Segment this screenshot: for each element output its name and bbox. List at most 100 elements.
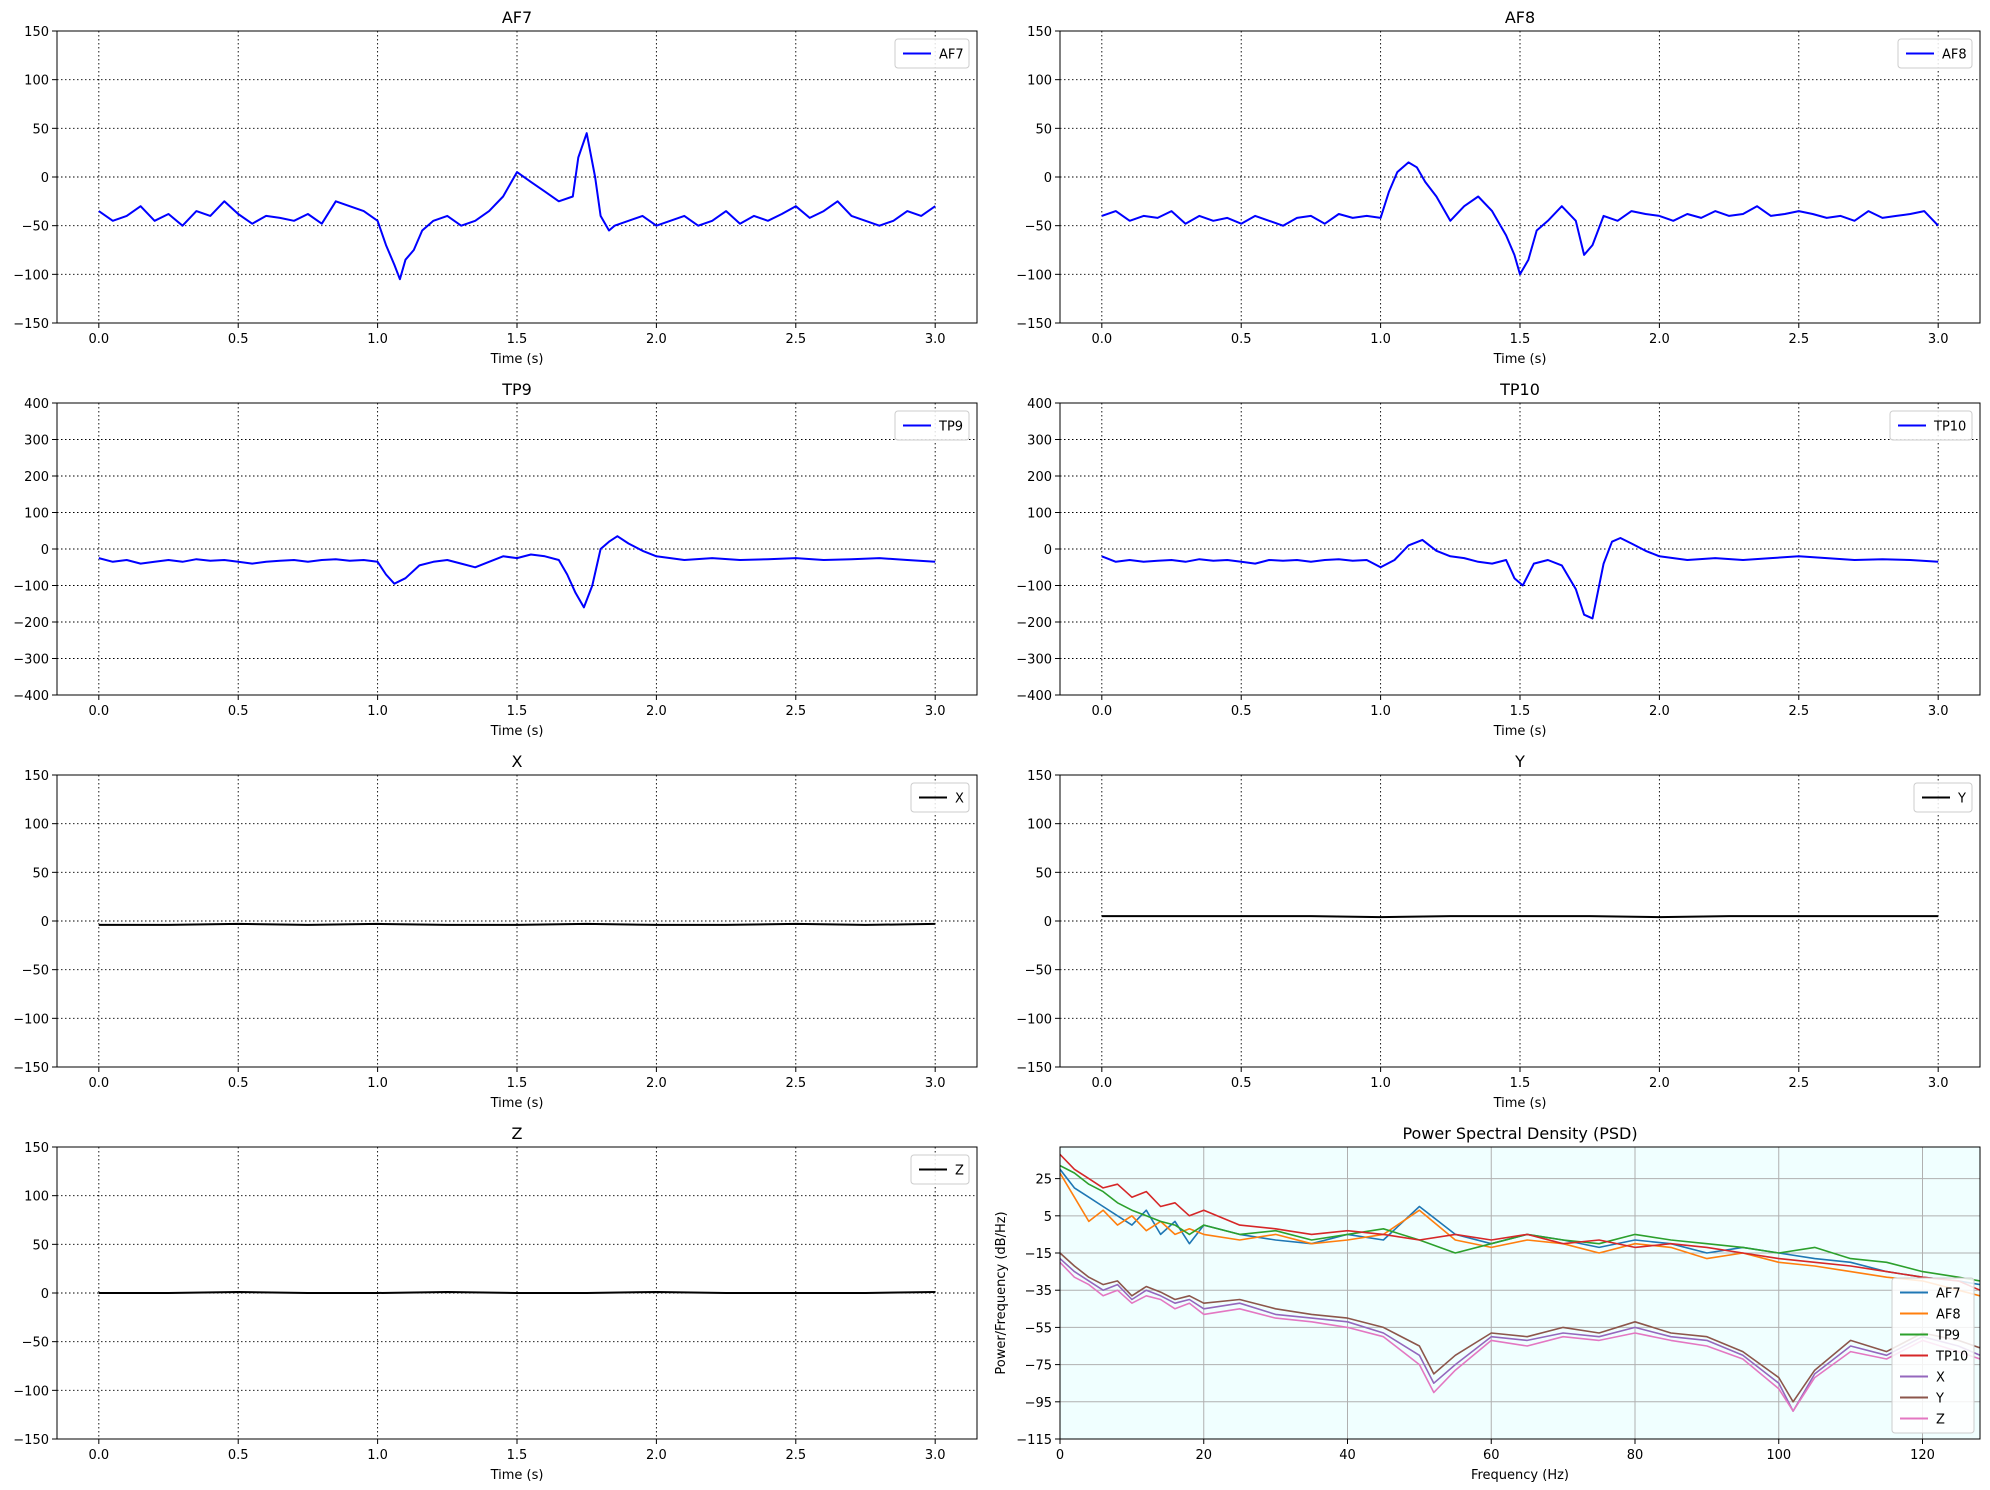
y-tick-label: −150 xyxy=(1016,317,1052,332)
y-tick-label: 100 xyxy=(24,1190,49,1205)
y-tick-label: 150 xyxy=(1027,25,1052,40)
x-tick-label: 2.0 xyxy=(646,332,667,347)
x-tick-label: 2.0 xyxy=(1649,1076,1670,1091)
legend: AF8 xyxy=(1897,38,1973,69)
legend-label: X xyxy=(1936,1371,1945,1386)
x-tick-label: 0.5 xyxy=(228,1076,249,1091)
x-tick-label: 1.5 xyxy=(1510,704,1531,719)
y-tick-label: 0 xyxy=(41,915,49,930)
x-tick-label: 0.5 xyxy=(228,332,249,347)
series-group xyxy=(1060,1153,1980,1412)
y-tick-label: −150 xyxy=(13,1061,49,1076)
legend-label: TP9 xyxy=(938,420,963,435)
y-tick-label: 25 xyxy=(1035,1173,1052,1188)
y-tick-label: −100 xyxy=(1016,268,1052,283)
series-line-af7 xyxy=(98,132,936,281)
legend-label: Z xyxy=(1936,1413,1945,1428)
y-tick-label: −150 xyxy=(1016,1061,1052,1076)
y-tick-label: 300 xyxy=(24,434,49,449)
x-tick-label: 20 xyxy=(1195,1448,1212,1463)
x-axis-label: Time (s) xyxy=(1493,1096,1547,1111)
series-line-tp10 xyxy=(1101,537,1939,620)
x-tick-label: 1.0 xyxy=(1370,332,1391,347)
x-tick-label: 1.5 xyxy=(507,332,528,347)
y-tick-label: −100 xyxy=(1016,1012,1052,1027)
chart-title: TP10 xyxy=(1499,380,1540,399)
x-tick-label: 1.0 xyxy=(367,1076,388,1091)
legend-box xyxy=(1891,1277,1975,1434)
series-line-y xyxy=(1060,1252,1980,1403)
y-tick-label: 100 xyxy=(24,74,49,89)
x-axis-label: Time (s) xyxy=(490,1468,544,1483)
x-tick-label: 0.0 xyxy=(88,1448,109,1463)
y-tick-label: −50 xyxy=(1025,964,1052,979)
legend-label: Y xyxy=(1957,792,1966,807)
x-tick-label: 2.5 xyxy=(1788,332,1809,347)
y-tick-label: −50 xyxy=(22,964,49,979)
x-tick-label: 2.5 xyxy=(785,704,806,719)
x-tick-label: 3.0 xyxy=(925,704,946,719)
legend-label: TP10 xyxy=(1933,420,1966,435)
x-tick-label: 2.5 xyxy=(785,1448,806,1463)
series-group xyxy=(98,1291,936,1294)
y-tick-label: 50 xyxy=(1035,866,1052,881)
y-tick-label: −100 xyxy=(1016,580,1052,595)
x-tick-label: 1.0 xyxy=(367,704,388,719)
series-line-tp9 xyxy=(98,535,936,609)
y-tick-label: 50 xyxy=(32,866,49,881)
y-tick-label: −150 xyxy=(13,317,49,332)
x-tick-label: 2.5 xyxy=(1788,1076,1809,1091)
x-tick-label: 0.0 xyxy=(1091,332,1112,347)
y-tick-label: 50 xyxy=(1035,122,1052,137)
legend-box xyxy=(1897,38,1973,69)
x-axis-label: Time (s) xyxy=(490,724,544,739)
chart-title: AF8 xyxy=(1505,8,1535,27)
series-line-af8 xyxy=(1060,1172,1980,1297)
x-tick-label: 3.0 xyxy=(925,1076,946,1091)
chart-panel-af7: 0.0 0.5 1.0 1.5 2.0 2.5 3.0 −150 −100 −50 0 50 100 15… xyxy=(13,8,978,367)
legend-box xyxy=(1889,410,1973,441)
chart-panel-tp10: 0.0 0.5 1.0 1.5 2.0 2.5 3.0 −400 −300 −200 −100 0 10… xyxy=(1016,380,1981,739)
series-group xyxy=(98,132,936,281)
chart-title: Power Spectral Density (PSD) xyxy=(1402,1124,1637,1143)
x-tick-label: 0 xyxy=(1056,1448,1064,1463)
y-tick-label: −115 xyxy=(1016,1433,1052,1448)
x-tick-label: 1.5 xyxy=(1510,1076,1531,1091)
y-tick-label: −100 xyxy=(13,580,49,595)
x-axis-label: Time (s) xyxy=(1493,724,1547,739)
x-tick-label: 3.0 xyxy=(1928,1076,1949,1091)
legend-label: Y xyxy=(1935,1392,1944,1407)
x-tick-label: 80 xyxy=(1627,1448,1644,1463)
y-tick-label: −15 xyxy=(1025,1247,1052,1262)
x-tick-label: 1.5 xyxy=(1510,332,1531,347)
y-tick-label: −200 xyxy=(1016,616,1052,631)
x-tick-label: 0.0 xyxy=(1091,704,1112,719)
y-tick-label: 0 xyxy=(41,171,49,186)
chart-panel-y: 0.0 0.5 1.0 1.5 2.0 2.5 3.0 −150 −100 −50 0 50 100 15… xyxy=(1016,752,1981,1111)
y-tick-label: 100 xyxy=(24,818,49,833)
x-tick-label: 2.0 xyxy=(646,1448,667,1463)
x-tick-label: 0.5 xyxy=(228,1448,249,1463)
x-tick-label: 0.0 xyxy=(1091,1076,1112,1091)
y-tick-label: 0 xyxy=(1044,915,1052,930)
legend-label: TP9 xyxy=(1935,1329,1960,1344)
y-tick-label: −50 xyxy=(22,220,49,235)
legend-label: Z xyxy=(955,1164,964,1179)
y-tick-label: 50 xyxy=(32,1238,49,1253)
x-axis-label: Time (s) xyxy=(490,352,544,367)
series-group xyxy=(98,922,936,926)
x-axis-label: Frequency (Hz) xyxy=(1471,1468,1569,1483)
x-tick-label: 0.0 xyxy=(88,1076,109,1091)
y-tick-label: 300 xyxy=(1027,434,1052,449)
y-tick-label: 150 xyxy=(1027,769,1052,784)
x-tick-label: 0.0 xyxy=(88,704,109,719)
chart-panel-tp9: 0.0 0.5 1.0 1.5 2.0 2.5 3.0 −400 −300 −200 −100 0 10… xyxy=(13,380,978,739)
x-tick-label: 40 xyxy=(1339,1448,1356,1463)
x-tick-label: 2.0 xyxy=(646,1076,667,1091)
legend-label: X xyxy=(955,792,964,807)
series-line-z xyxy=(1060,1261,1980,1412)
x-tick-label: 0.5 xyxy=(228,704,249,719)
y-axis-label: Power/Frequency (dB/Hz) xyxy=(994,1211,1009,1374)
y-tick-label: −400 xyxy=(13,689,49,704)
